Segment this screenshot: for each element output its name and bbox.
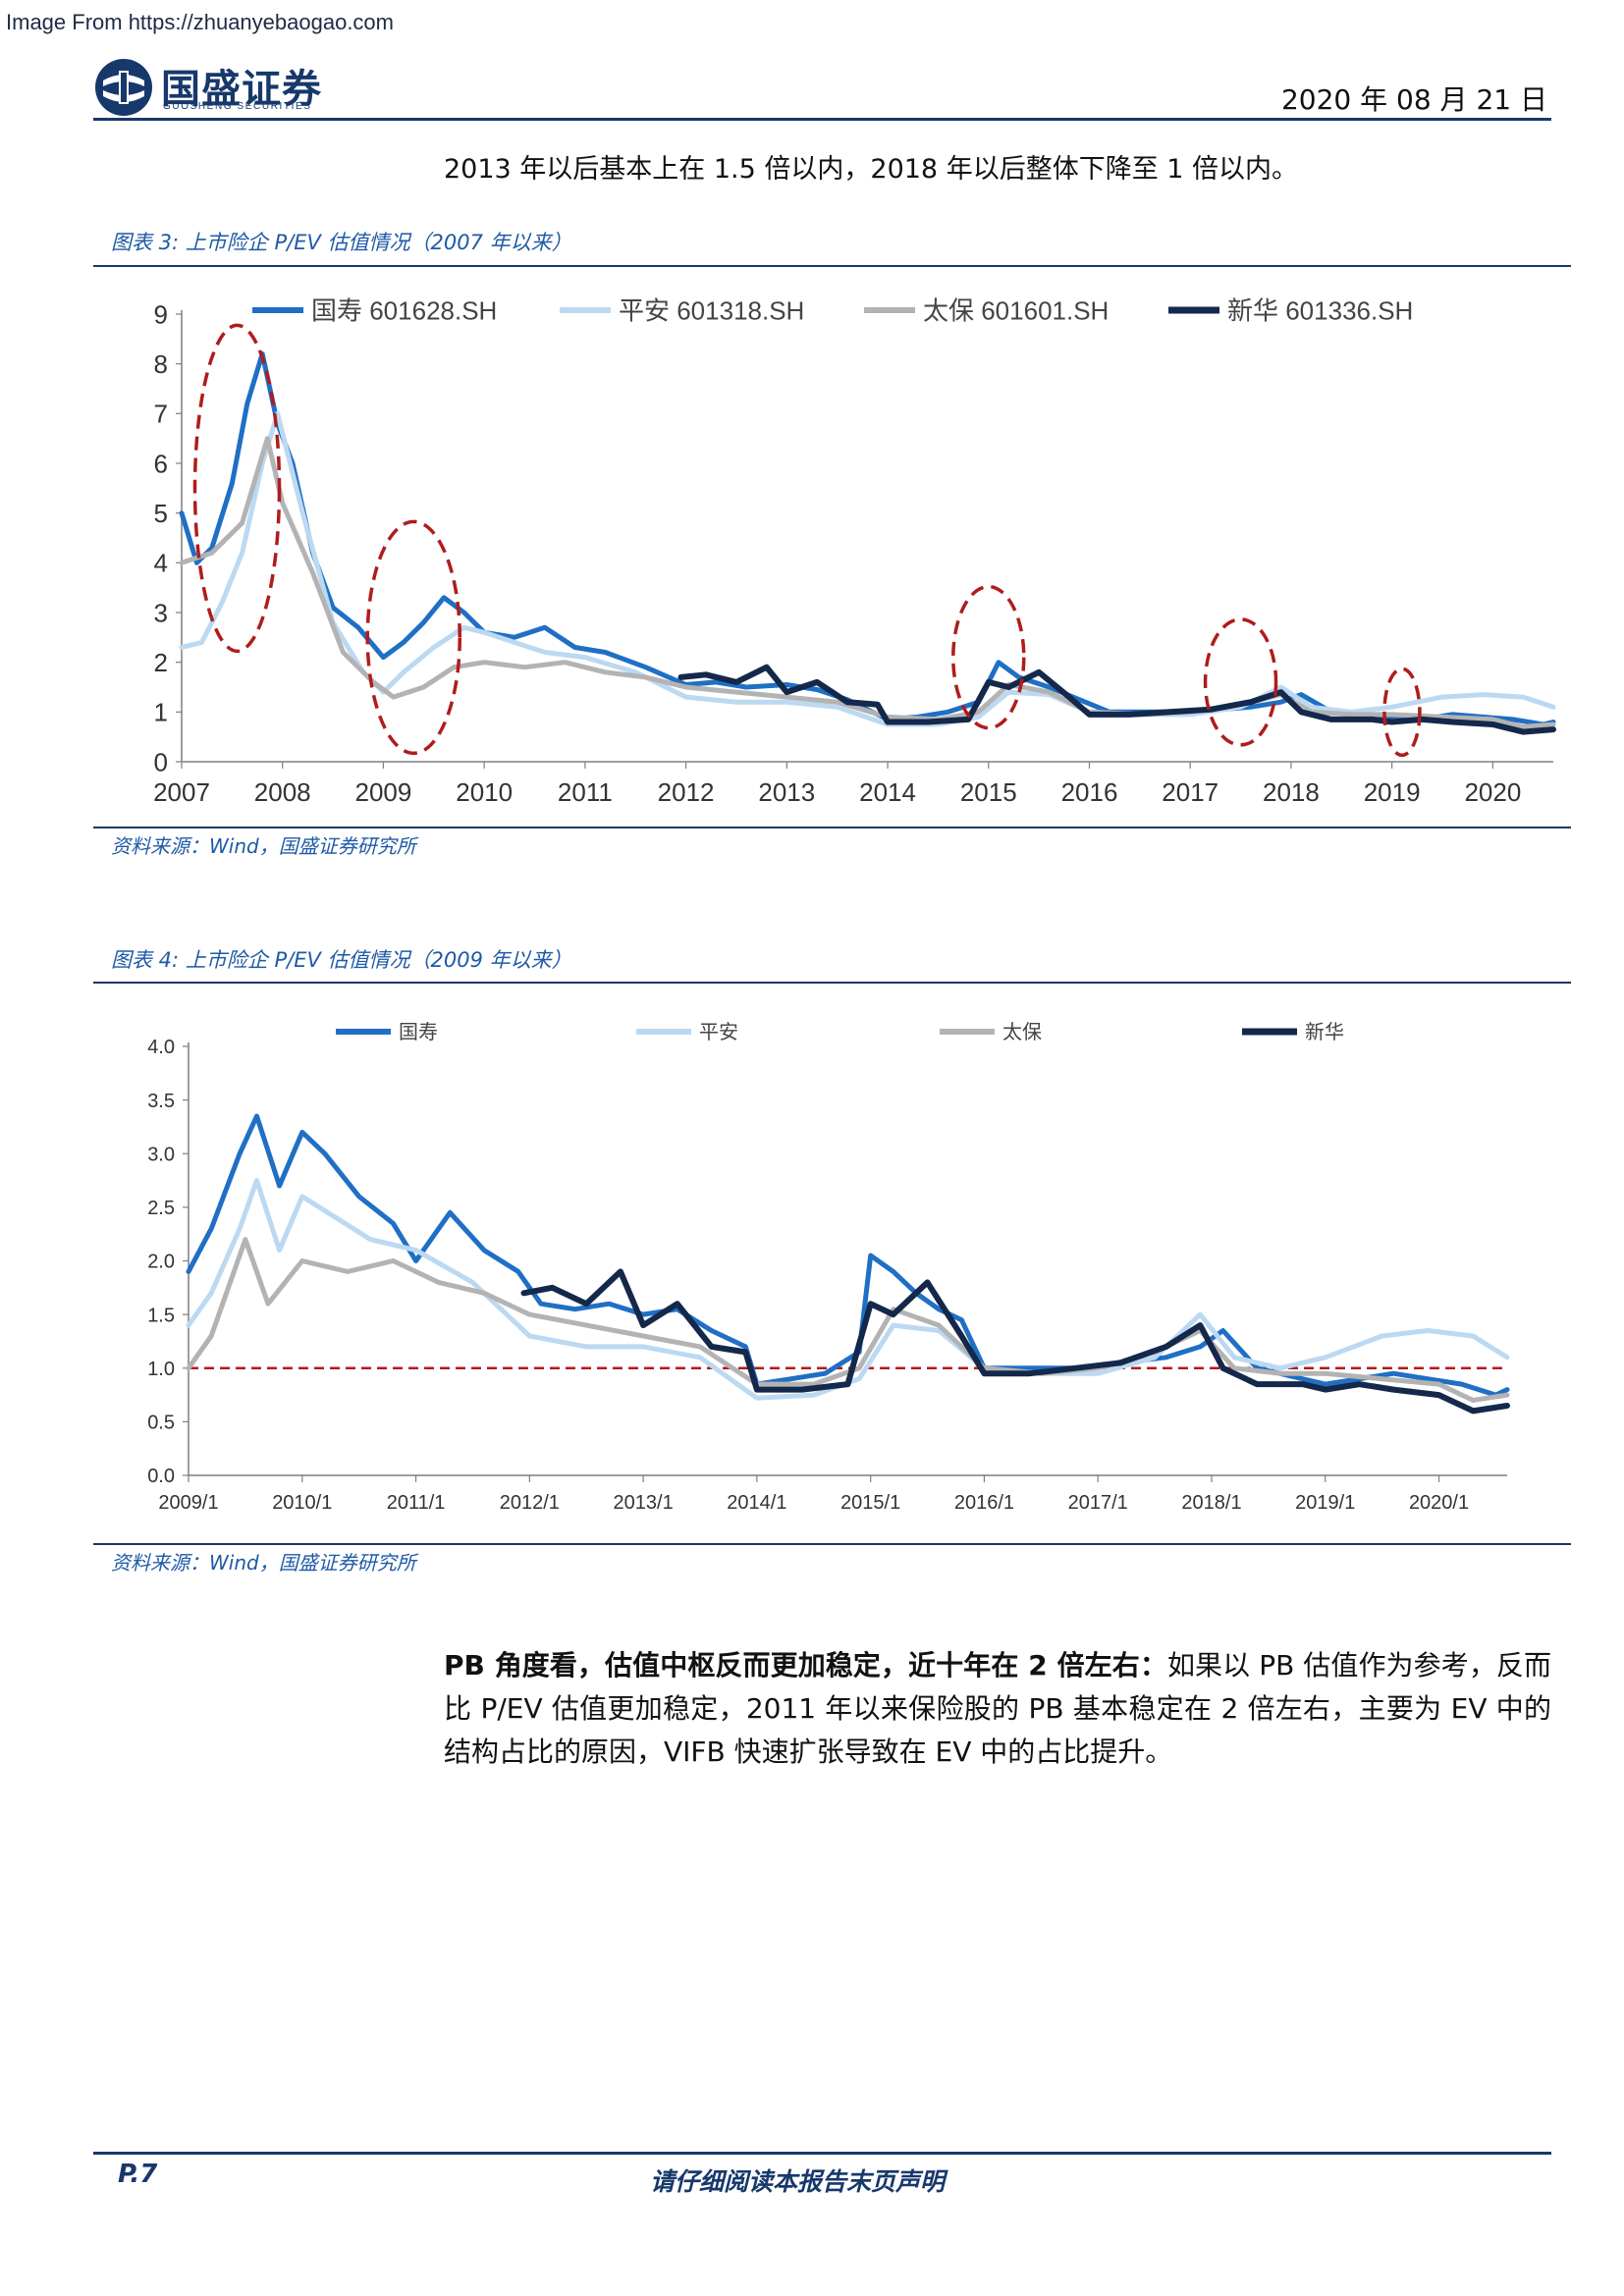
intro-sentence: 2013 年以后基本上在 1.5 倍以内，2018 年以后整体下降至 1 倍以内… [444,154,1299,185]
y-tick-label: 1.5 [147,1305,175,1326]
x-tick-label: 2009/1 [158,1492,218,1514]
figure-3-top-rule [93,265,1571,267]
y-tick-label: 2 [154,648,168,677]
series-line-guoshou [186,1113,1510,1398]
x-tick-label: 2013/1 [614,1492,674,1514]
y-tick-label: 2.5 [147,1198,175,1219]
y-tick-label: 3.5 [147,1091,175,1112]
figure-4-top-rule [93,982,1571,984]
x-tick-label: 2010/1 [272,1492,332,1514]
y-tick-label: 4.0 [147,1037,175,1058]
y-tick-label: 0.5 [147,1413,175,1434]
y-tick-label: 2.0 [147,1252,175,1273]
pb-paragraph: PB 角度看，估值中枢反而更加稳定，近十年在 2 倍左右：如果以 PB 估值作为… [444,1644,1551,1774]
x-tick-label: 2015/1 [840,1492,900,1514]
series-line-taibao [186,1237,1510,1403]
highlight-ellipse [365,519,462,756]
pb-paragraph-body: 如果以 PB 估值作为参考，反而比 P/EV 估值更加稳定，2011 年以来保险… [444,1649,1552,1768]
legend-label: 新华 [1305,1021,1344,1043]
figure-4-source: 资料来源：Wind，国盛证券研究所 [111,1551,416,1575]
x-tick-label: 2013 [758,777,815,807]
page-number: P.7 [118,2160,158,2189]
legend-label: 国寿 601628.SH [311,295,497,325]
y-tick-label: 6 [154,449,168,478]
x-tick-label: 2015 [960,777,1017,807]
y-tick-label: 9 [154,299,168,329]
x-tick-label: 2014/1 [727,1492,786,1514]
x-tick-label: 2009 [355,777,412,807]
figure-3-bottom-rule [93,827,1571,828]
series-line-xinhua [677,664,1556,735]
y-tick-label: 7 [154,400,168,429]
x-tick-label: 2016 [1061,777,1118,807]
legend-label: 太保 601601.SH [923,295,1109,325]
figure-4-title: 图表 4: 上市险企 P/EV 估值情况（2009 年以来） [111,948,572,972]
series-line-xinhua [520,1268,1510,1415]
pb-paragraph-lead: PB 角度看，估值中枢反而更加稳定，近十年在 2 倍左右： [444,1649,1167,1682]
x-tick-label: 2011 [558,777,613,807]
legend-label: 平安 [699,1021,738,1043]
x-tick-label: 2018 [1263,777,1320,807]
x-tick-label: 2008 [254,777,311,807]
y-tick-label: 3.0 [147,1144,175,1165]
x-tick-label: 2011/1 [387,1492,446,1514]
x-tick-label: 2018/1 [1181,1492,1241,1514]
report-date: 2020 年 08 月 21 日 [1280,83,1547,116]
footer-disclaimer: 请仔细阅读本报告末页声明 [650,2167,946,2196]
x-tick-label: 2019/1 [1295,1492,1355,1514]
chart-pev-2009: 0.0 0.5 1.0 1.5 2.0 2.5 3.0 3.5 4.0 2009/1 2010/1 2… [147,1021,1510,1514]
brand-name: 国盛证券 [161,67,322,112]
header-divider [93,118,1551,121]
x-tick-label: 2020 [1464,777,1521,807]
x-tick-label: 2014 [859,777,916,807]
figure-4-bottom-rule [93,1543,1571,1545]
y-tick-label: 0.0 [147,1466,175,1487]
y-tick-label: 4 [154,549,168,578]
legend-label: 太保 [1002,1021,1042,1043]
y-tick-label: 5 [154,499,168,528]
highlight-ellipse [192,323,282,654]
footer-divider [93,2152,1551,2155]
guosheng-logo-icon [95,59,152,116]
x-tick-label: 2007 [153,777,210,807]
source-watermark: Image From https://zhuanyebaogao.com [6,10,394,34]
x-tick-label: 2019 [1364,777,1421,807]
legend-label: 新华 601336.SH [1227,295,1413,325]
legend-label: 国寿 [399,1021,438,1043]
series-line-guoshou [179,351,1556,727]
highlight-ellipse [1382,667,1422,758]
legend-label: 平安 601318.SH [619,295,804,325]
x-tick-label: 2017 [1162,777,1218,807]
chart-pev-2007: 0 1 2 3 4 5 6 7 8 9 2007 2008 2009 2010 2011 2012 2013 20… [153,295,1556,807]
x-tick-label: 2017/1 [1068,1492,1128,1514]
y-tick-label: 8 [154,349,168,379]
series-line-pingan [179,410,1556,727]
highlight-ellipse [1203,617,1278,747]
brand-name-en: GUOSHENG SECURITIES [163,101,312,112]
x-tick-label: 2012 [658,777,715,807]
x-tick-label: 2010 [456,777,513,807]
x-tick-label: 2012/1 [500,1492,560,1514]
series-line-pingan [186,1178,1510,1401]
figure-3-source: 资料来源：Wind，国盛证券研究所 [111,834,416,858]
y-tick-label: 3 [154,598,168,627]
y-tick-label: 0 [154,747,168,776]
y-tick-label: 1.0 [147,1359,175,1380]
x-tick-label: 2016/1 [954,1492,1014,1514]
x-tick-label: 2020/1 [1409,1492,1469,1514]
y-tick-label: 1 [154,698,168,727]
figure-3-title: 图表 3: 上市险企 P/EV 估值情况（2007 年以来） [111,231,572,254]
series-line-taibao [179,436,1556,729]
